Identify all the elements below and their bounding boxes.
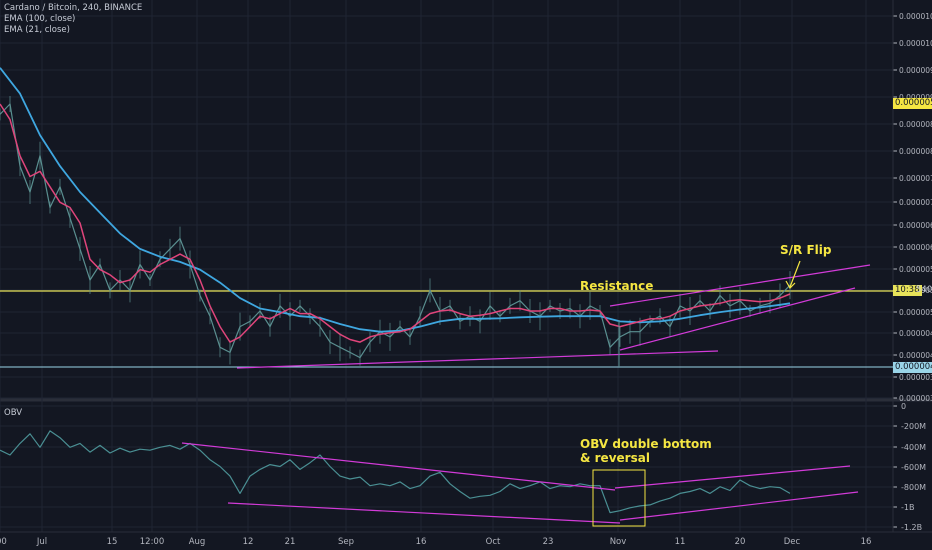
obv-tick-label: -800M [901, 483, 926, 492]
obv-annotation-line2: & reversal [580, 451, 650, 465]
x-tick-label: 12 [243, 537, 254, 547]
resistance-value-tag: 540 [916, 285, 932, 295]
channel-lower-trendline [619, 287, 856, 351]
obv-lower-trendline [227, 502, 621, 524]
x-tick-label: 23 [543, 537, 554, 547]
x-tick-label: 12:00 [140, 537, 165, 547]
price-pane-bg [0, 0, 893, 400]
obv-pane-label: OBV [4, 408, 23, 418]
y-tick-label: 0.00000900 [899, 93, 932, 102]
x-tick-label: Dec [784, 537, 801, 547]
y-tick-label: 0.00000750 [899, 174, 932, 183]
x-tick-label: :00 [0, 537, 7, 547]
resistance-time-tag: 10:38 [893, 285, 922, 296]
ema100-line [0, 67, 791, 333]
obv-tick-label: -600M [901, 463, 926, 472]
obv-line [0, 430, 791, 514]
obv-tick-label: 0 [901, 402, 906, 411]
sr-flip-arrow-head [785, 280, 796, 289]
legend-symbol: Cardano / Bitcoin, 240, BINANCE [4, 3, 143, 13]
x-tick-label: Sep [338, 537, 354, 547]
y-tick-label: 0.00000620 [899, 243, 932, 252]
obv-tick-label: -200M [901, 422, 926, 431]
x-tick-label: Nov [610, 537, 627, 547]
y-tick-label: 0.00000460 [899, 329, 932, 338]
x-tick-label: 11 [675, 537, 686, 547]
obv-annotation-line1: OBV double bottom [580, 437, 712, 451]
channel-upper-trendline [609, 264, 871, 307]
x-tick-label: 16 [416, 537, 427, 547]
y-tick-label: 0.00000950 [899, 66, 932, 75]
x-tick-label: 16 [861, 537, 872, 547]
y-tick-label: 0.00001050 [899, 12, 932, 21]
obv-rising-lower-trendline [619, 491, 859, 521]
y-tick-label: 0.00000700 [899, 198, 932, 207]
legend-ema100: EMA (100, close) [4, 14, 76, 24]
resistance-annotation: Resistance [580, 279, 654, 293]
ema21-line [0, 103, 791, 343]
y-tick-label: 0.00000420 [899, 351, 932, 360]
x-tick-label: Oct [486, 537, 501, 547]
y-tick-label: 0.00000850 [899, 120, 932, 129]
y-tick-label: 0.00000800 [899, 147, 932, 156]
x-tick-label: 21 [285, 537, 296, 547]
y-tick-label: 0.00000380 [899, 373, 932, 382]
x-tick-label: Aug [189, 537, 206, 547]
y-tick-label: 0.00000500 [899, 308, 932, 317]
support-trendline [236, 350, 719, 369]
y-tick-label: 0.00001000 [899, 39, 932, 48]
obv-upper-trendline [181, 442, 616, 491]
y-tick-label: 0.00000340 [899, 394, 932, 403]
support-price-tag: 0.00000400 [893, 362, 932, 373]
sr-flip-arrow-shaft [789, 260, 801, 288]
obv-rising-upper-trendline [614, 465, 851, 489]
legend-ema21: EMA (21, close) [4, 25, 70, 35]
sr-flip-annotation: S/R Flip [780, 243, 832, 257]
y-tick-label: 0.00000580 [899, 265, 932, 274]
current-price-tag: 0.00000536 [893, 98, 932, 109]
x-tick-label: Jul [36, 537, 47, 547]
x-tick-label: 15 [107, 537, 118, 547]
obv-tick-label: -400M [901, 443, 926, 452]
obv-tick-label: -1B [901, 503, 914, 512]
obv-tick-label: -1.2B [901, 523, 922, 532]
x-tick-label: 20 [735, 537, 746, 547]
obv-double-bottom-box [592, 469, 646, 527]
y-tick-label: 0.00000660 [899, 221, 932, 230]
